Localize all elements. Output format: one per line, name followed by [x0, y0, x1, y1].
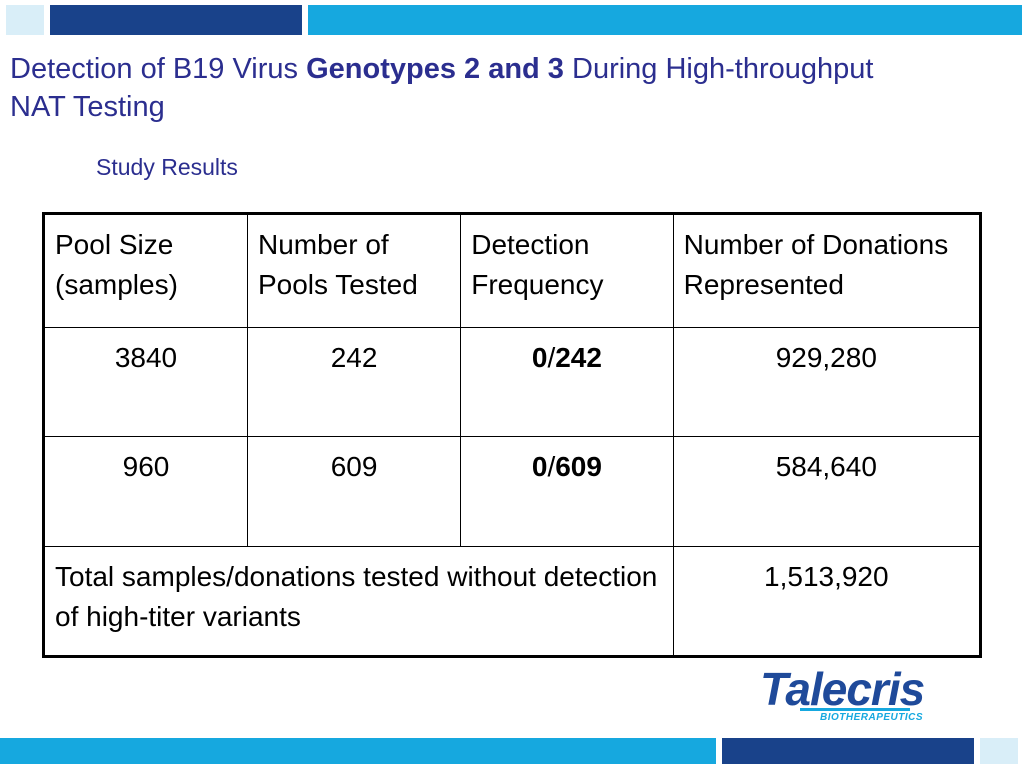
header-pool-size: Pool Size (samples)	[43, 212, 248, 329]
company-logo: Talecris BIOTHERAPEUTICS	[760, 663, 960, 728]
cell-pools-tested: 609	[246, 436, 462, 547]
cell-detection-frequency: 0/242	[460, 327, 674, 438]
slide-subtitle: Study Results	[96, 154, 238, 180]
header-detection-frequency: Detection Frequency	[460, 212, 674, 329]
title-part2: During High-throughput NAT Testing	[10, 53, 874, 123]
top-bar-light	[6, 5, 44, 35]
logo-name: Talecris	[760, 663, 925, 715]
bottom-bar-dark	[722, 738, 974, 764]
bottom-bar-light	[980, 738, 1018, 764]
logo-swoosh	[800, 708, 910, 711]
top-bar-blue	[308, 5, 1022, 35]
results-table: Pool Size (samples) Number of Pools Test…	[42, 212, 982, 658]
detected-count: 0	[531, 451, 548, 483]
fraction-sep: /	[547, 342, 556, 374]
fraction-sep: /	[547, 451, 556, 483]
title-part1: Detection of B19 Virus	[10, 53, 307, 85]
bottom-bar-blue	[0, 738, 716, 764]
pool-total: 242	[555, 342, 602, 374]
title-bold: Genotypes 2 and 3	[306, 53, 564, 85]
pool-total: 609	[555, 451, 602, 483]
cell-detection-frequency: 0/609	[460, 436, 674, 547]
header-pools-tested: Number of Pools Tested	[246, 212, 462, 329]
table-total-row: Total samples/donations tested without d…	[43, 545, 982, 658]
logo-tagline: BIOTHERAPEUTICS	[820, 712, 924, 723]
cell-donations: 929,280	[672, 327, 982, 438]
cell-pool-size: 3840	[43, 327, 248, 438]
header-donations: Number of Donations Represented	[672, 212, 982, 329]
cell-pools-tested: 242	[246, 327, 462, 438]
slide-title: Detection of B19 Virus Genotypes 2 and 3…	[10, 50, 910, 126]
detected-count: 0	[531, 342, 548, 374]
top-bar-dark	[50, 5, 302, 35]
cell-donations: 584,640	[672, 436, 982, 547]
total-value: 1,513,920	[672, 545, 982, 658]
table-row: 3840 242 0/242 929,280	[43, 327, 982, 438]
table-row: 960 609 0/609 584,640	[43, 436, 982, 547]
total-label: Total samples/donations tested without d…	[43, 545, 674, 658]
cell-pool-size: 960	[43, 436, 248, 547]
table-header-row: Pool Size (samples) Number of Pools Test…	[43, 212, 982, 329]
